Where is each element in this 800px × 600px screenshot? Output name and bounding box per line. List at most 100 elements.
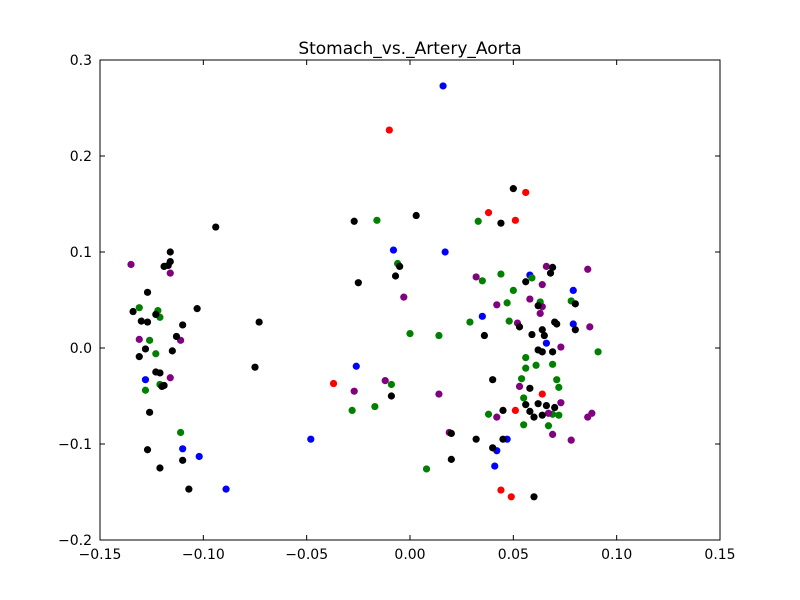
data-point-purple-20: [515, 382, 524, 390]
data-point-purple-5: [538, 281, 546, 289]
data-point-green-1: [474, 217, 482, 225]
data-point-black-15: [534, 302, 542, 310]
data-point-black-32: [553, 320, 561, 328]
data-point-black-0: [509, 185, 517, 193]
data-point-green-35: [555, 411, 563, 419]
data-point-black-42: [251, 363, 259, 371]
data-point-green-0: [373, 216, 381, 224]
data-point-green-11: [505, 317, 513, 325]
data-point-purple-9: [536, 309, 544, 318]
data-point-black-25: [172, 332, 181, 341]
data-point-purple-17: [381, 377, 389, 385]
data-point-purple-15: [166, 374, 174, 382]
data-point-black-62: [179, 456, 187, 464]
data-point-green-12: [406, 330, 414, 338]
data-point-black-17: [143, 288, 152, 296]
data-point-red-0: [385, 126, 393, 134]
x-tick-label-2: −0.05: [285, 547, 328, 563]
data-point-black-65: [185, 485, 193, 493]
data-point-black-1: [412, 211, 420, 220]
data-point-purple-18: [435, 390, 443, 398]
data-point-blue-11: [179, 445, 187, 453]
data-point-green-13: [435, 331, 443, 340]
data-point-blue-6: [569, 286, 577, 294]
data-point-black-20: [152, 310, 160, 318]
data-point-blue-9: [352, 362, 360, 370]
data-point-blue-15: [491, 462, 499, 470]
data-point-green-28: [518, 375, 526, 383]
data-point-black-11: [354, 279, 362, 287]
data-point-black-29: [538, 326, 546, 334]
data-point-black-54: [530, 413, 538, 421]
data-point-black-3: [497, 219, 505, 227]
data-point-green-6: [509, 286, 517, 294]
data-point-black-60: [489, 444, 497, 452]
data-point-red-3: [511, 216, 519, 224]
data-point-black-44: [160, 381, 168, 390]
data-point-black-58: [499, 435, 507, 443]
data-point-green-14: [135, 304, 143, 312]
y-tick-label-2: 0.0: [70, 341, 92, 357]
data-point-black-59: [447, 429, 455, 438]
data-point-purple-3: [542, 262, 551, 270]
data-point-green-5: [528, 274, 536, 282]
y-tick-label-4: 0.2: [70, 149, 92, 165]
data-point-black-28: [528, 330, 536, 339]
data-point-green-36: [544, 422, 553, 430]
data-point-purple-12: [400, 293, 408, 301]
data-point-black-33: [571, 326, 579, 334]
data-point-black-24: [255, 318, 263, 326]
data-point-black-27: [515, 323, 524, 331]
data-point-black-47: [526, 384, 534, 392]
x-tick-label-0: −0.15: [79, 547, 122, 563]
data-point-purple-7: [493, 301, 501, 309]
data-point-purple-1: [166, 269, 174, 277]
data-point-black-53: [542, 402, 551, 410]
x-tick-label-5: 0.10: [601, 547, 632, 563]
data-point-black-39: [549, 348, 557, 356]
chart-title: Stomach_vs._Artery_Aorta: [298, 39, 521, 59]
data-point-red-2: [484, 209, 493, 217]
data-point-black-46: [489, 376, 497, 384]
data-point-green-39: [422, 465, 431, 473]
data-point-green-27: [549, 360, 557, 368]
data-point-purple-22: [544, 409, 553, 417]
data-point-black-64: [156, 464, 164, 472]
data-point-purple-11: [586, 323, 594, 331]
data-point-blue-12: [195, 452, 203, 461]
data-point-black-23: [179, 321, 187, 329]
data-point-black-50: [522, 401, 530, 409]
data-point-black-13: [546, 269, 555, 277]
data-point-black-61: [143, 446, 152, 454]
data-point-black-55: [538, 411, 546, 419]
x-tick-label-6: 0.15: [704, 547, 735, 563]
data-point-black-30: [540, 331, 548, 340]
x-tick-label-1: −0.10: [182, 547, 225, 563]
data-point-purple-2: [472, 273, 480, 281]
data-point-green-18: [152, 350, 160, 358]
data-point-green-7: [503, 299, 511, 307]
data-point-black-8: [160, 262, 168, 270]
data-point-green-24: [522, 354, 530, 362]
data-point-black-57: [472, 435, 480, 443]
data-point-purple-23: [493, 413, 501, 421]
data-point-green-10: [466, 318, 474, 326]
data-point-black-12: [549, 263, 557, 271]
data-point-blue-10: [307, 435, 315, 443]
data-point-black-4: [212, 223, 220, 231]
data-point-black-14: [522, 278, 530, 286]
data-point-black-10: [391, 272, 400, 280]
data-point-blue-8: [141, 376, 150, 384]
data-point-blue-2: [441, 248, 449, 256]
data-point-green-23: [348, 406, 356, 414]
y-tick-label-3: 0.1: [70, 245, 92, 261]
data-point-green-37: [594, 348, 602, 356]
data-point-black-45: [146, 408, 154, 416]
data-point-black-5: [166, 248, 174, 256]
data-point-purple-26: [549, 430, 557, 438]
data-point-purple-25: [588, 409, 596, 417]
data-point-blue-0: [439, 82, 447, 90]
data-point-green-17: [146, 336, 154, 344]
axis-ticks-layer: −0.15 −0.10 −0.05 0.00 0.05 0.10 0.15 −0.2 −0.1 0…: [58, 53, 736, 563]
data-point-red-4: [329, 379, 338, 388]
